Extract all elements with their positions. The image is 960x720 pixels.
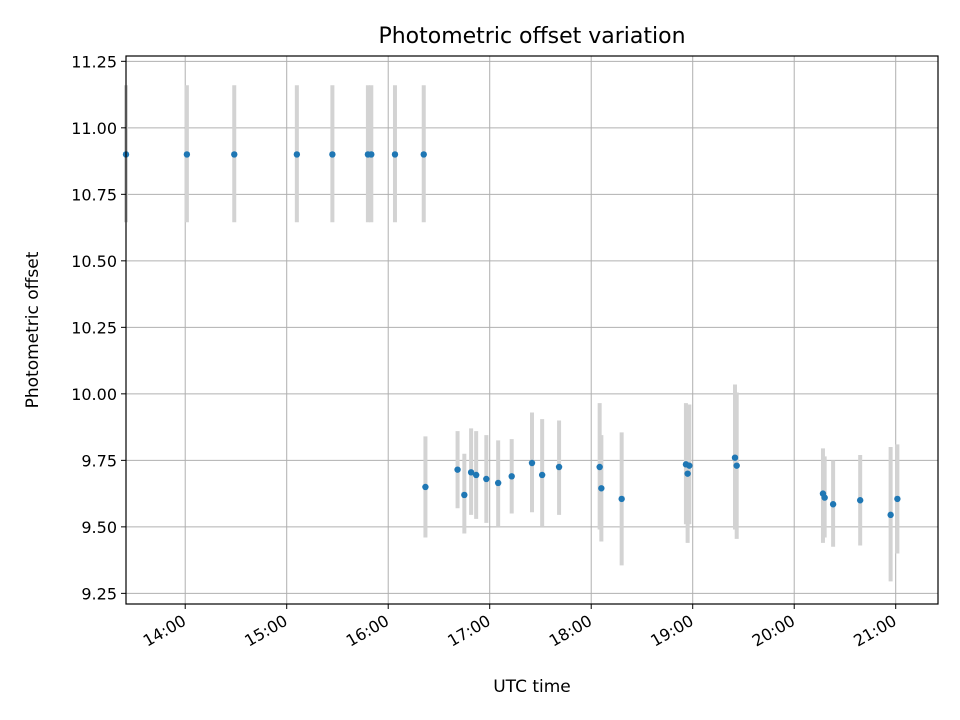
data-point — [555, 463, 563, 471]
y-axis-ticks: 9.25 9.50 9.75 10.00 10.25 10.50 10.75 11.00 11.… — [71, 52, 126, 603]
chart-title: Photometric offset variation — [378, 24, 685, 49]
y-tick-label: 9.75 — [81, 451, 117, 470]
data-point — [829, 501, 837, 508]
data-point — [686, 462, 693, 469]
y-tick-label: 10.50 — [71, 252, 117, 271]
y-tick-label: 10.25 — [71, 318, 117, 337]
data-point — [422, 483, 429, 491]
data-point — [887, 511, 894, 519]
data-point — [454, 466, 461, 473]
data-point — [618, 495, 625, 503]
data-point — [183, 151, 191, 158]
data-point — [894, 495, 901, 503]
data-point — [731, 454, 739, 461]
data-point — [821, 494, 828, 501]
data-point — [483, 475, 490, 483]
data-point — [368, 151, 375, 158]
data-point — [856, 497, 864, 504]
y-axis-label: Photometric offset — [23, 251, 43, 408]
data-point — [461, 491, 468, 499]
data-point — [508, 473, 515, 480]
y-tick-label: 9.50 — [81, 518, 117, 537]
data-point — [733, 462, 740, 469]
data-point — [420, 151, 427, 158]
data-point — [528, 459, 536, 467]
y-tick-label: 11.00 — [71, 119, 117, 138]
data-point — [538, 471, 546, 479]
data-point — [467, 469, 475, 476]
x-axis-label: UTC time — [493, 677, 571, 697]
y-tick-label: 10.00 — [71, 385, 117, 404]
data-point — [596, 463, 603, 471]
data-point — [329, 151, 336, 158]
data-point — [391, 151, 399, 158]
plot-area — [126, 56, 938, 604]
data-point — [598, 485, 605, 492]
data-point — [293, 151, 301, 158]
data-point — [231, 151, 238, 158]
data-point — [494, 479, 502, 487]
y-tick-label: 10.75 — [71, 185, 117, 204]
data-point — [472, 471, 480, 479]
data-point — [684, 470, 691, 477]
plot-frame — [125, 55, 939, 605]
y-tick-label: 11.25 — [71, 52, 117, 71]
y-tick-label: 9.25 — [81, 584, 117, 603]
data-points — [122, 151, 901, 519]
